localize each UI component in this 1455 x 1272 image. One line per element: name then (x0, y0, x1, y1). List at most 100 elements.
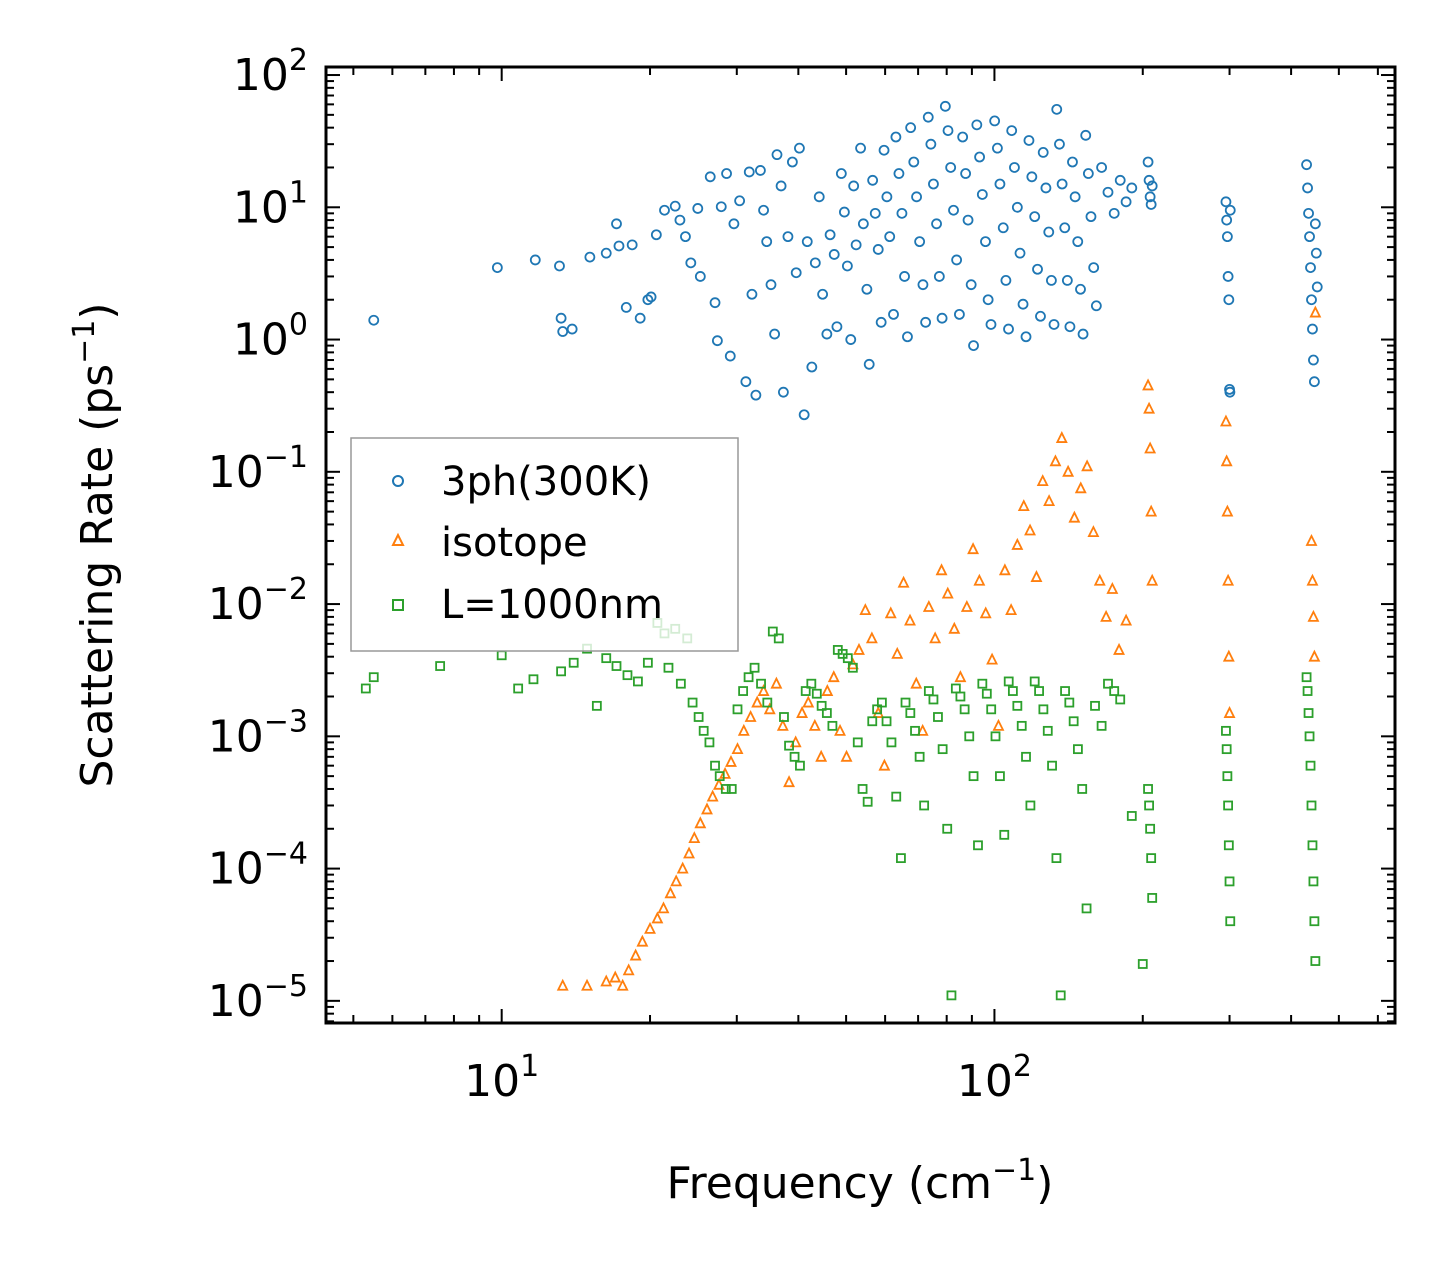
point-boundary (800, 686, 811, 696)
point-isotope (737, 723, 750, 736)
point-boundary (726, 784, 737, 794)
point-isotope (1068, 510, 1081, 523)
point-3ph (872, 244, 884, 255)
point-3ph (917, 279, 929, 291)
point-3ph (685, 257, 697, 269)
point-boundary (784, 740, 794, 751)
point-3ph (694, 271, 706, 282)
point-3ph (1080, 129, 1092, 141)
point-isotope (1219, 414, 1232, 427)
point-isotope (1087, 525, 1100, 538)
point-boundary (1306, 800, 1317, 811)
point-3ph (1077, 328, 1089, 340)
point-3ph (824, 229, 836, 241)
y-tick-label: 10−3 (208, 704, 308, 762)
point-3ph (1146, 180, 1158, 192)
point-3ph (893, 168, 905, 179)
point-boundary (811, 688, 822, 699)
point-isotope (1221, 504, 1234, 517)
point-3ph (1082, 168, 1094, 179)
point-3ph (650, 229, 662, 241)
point-3ph (869, 207, 881, 219)
point-boundary (914, 751, 925, 762)
point-boundary (1103, 678, 1113, 689)
point-isotope (629, 948, 642, 961)
point-boundary (981, 688, 992, 699)
point-boundary (642, 657, 653, 668)
point-3ph (1046, 275, 1057, 286)
point-isotope (770, 676, 783, 689)
point-isotope (1220, 454, 1233, 467)
point-3ph (771, 149, 783, 161)
point-isotope (897, 575, 910, 588)
point-boundary (1147, 893, 1158, 903)
point-3ph (982, 294, 994, 306)
point-3ph (1223, 294, 1235, 306)
point-boundary (857, 784, 868, 794)
point-boundary (1007, 686, 1018, 696)
point-isotope (581, 978, 593, 991)
point-3ph (368, 314, 380, 326)
point-boundary (1304, 731, 1315, 742)
point-isotope (979, 606, 992, 619)
y-tick-label: 102 (233, 43, 308, 101)
point-3ph (1072, 236, 1084, 248)
point-boundary (756, 678, 766, 689)
point-boundary (995, 771, 1005, 782)
point-boundary (847, 662, 858, 673)
point-3ph (1017, 298, 1029, 310)
point-isotope (884, 606, 897, 619)
point-isotope (954, 670, 967, 683)
point-boundary (1308, 876, 1319, 887)
point-boundary (1221, 744, 1232, 755)
point-boundary (1055, 990, 1066, 1001)
point-boundary (1096, 720, 1107, 731)
point-3ph (1142, 156, 1154, 168)
y-tick-label: 10−5 (208, 969, 308, 1027)
point-boundary (867, 716, 878, 727)
point-isotope (1062, 464, 1075, 477)
data-series-layer (360, 100, 1323, 1001)
point-boundary (1021, 751, 1031, 762)
point-3ph (968, 340, 979, 351)
point-3ph (875, 316, 887, 328)
point-isotope (910, 676, 923, 689)
point-3ph (1303, 207, 1314, 219)
point-3ph (1088, 262, 1100, 273)
point-3ph (957, 131, 969, 143)
point-3ph (692, 203, 704, 214)
point-3ph (1020, 331, 1032, 343)
point-isotope (1113, 642, 1125, 655)
point-boundary (1064, 697, 1075, 708)
point-isotope (719, 766, 732, 779)
point-isotope (670, 874, 683, 887)
point-3ph (659, 204, 670, 216)
point-isotope (1307, 609, 1320, 622)
point-3ph (786, 156, 798, 168)
point-isotope (725, 754, 737, 767)
point-boundary (1003, 676, 1014, 687)
point-boundary (919, 800, 930, 811)
point-boundary (762, 697, 773, 708)
point-3ph (1310, 247, 1322, 259)
point-3ph (1056, 178, 1068, 190)
point-3ph (557, 326, 569, 337)
point-3ph (613, 240, 625, 252)
point-isotope (891, 646, 904, 659)
point-boundary (942, 823, 953, 834)
point-boundary (749, 662, 760, 673)
point-boundary (601, 653, 612, 664)
point-isotope (992, 718, 1005, 731)
point-boundary (1042, 725, 1053, 736)
point-isotope (651, 911, 664, 924)
point-boundary (435, 661, 446, 671)
point-isotope (644, 921, 656, 934)
point-boundary (1223, 800, 1234, 811)
point-3ph (761, 236, 773, 248)
point-3ph (1043, 226, 1055, 238)
point-isotope (827, 670, 840, 683)
y-tick-label: 101 (233, 175, 308, 233)
point-isotope (916, 723, 929, 736)
point-boundary (896, 853, 906, 864)
point-boundary (973, 840, 983, 851)
